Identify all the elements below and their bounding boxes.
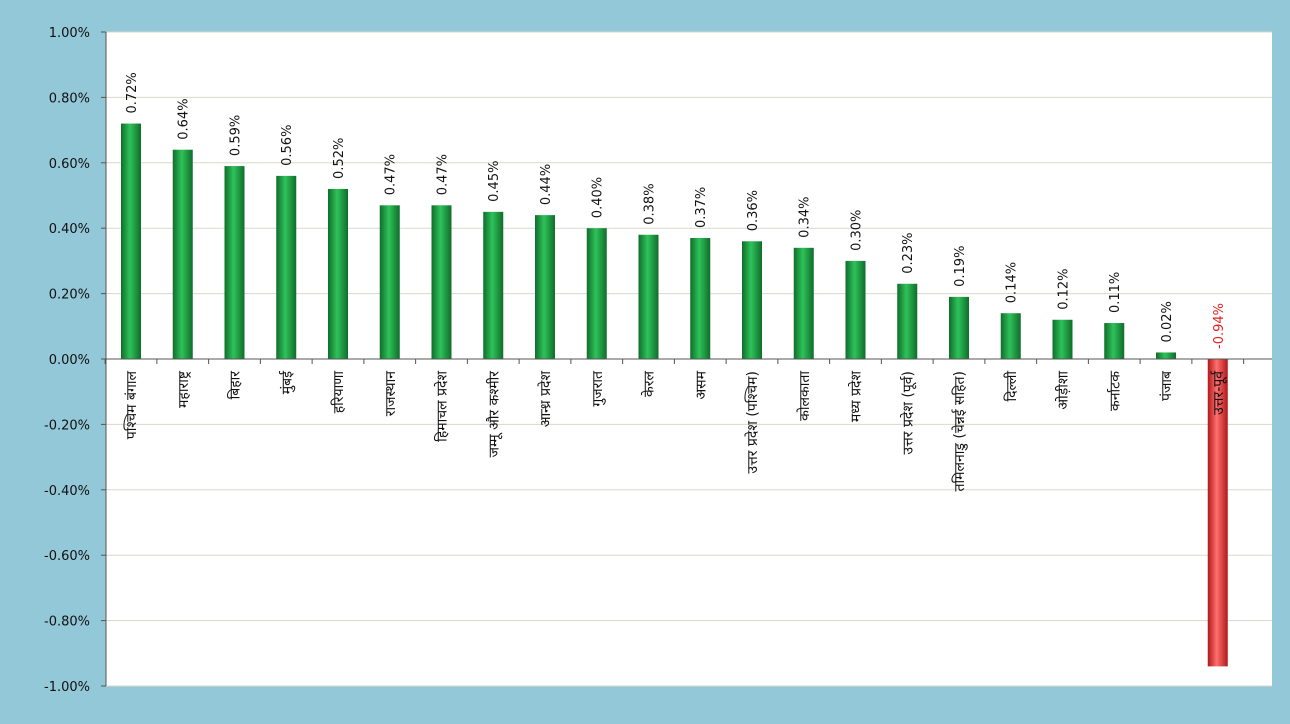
bar bbox=[742, 241, 762, 359]
data-label: 0.30% bbox=[850, 210, 865, 251]
category-label: हिमाचल प्रदेश bbox=[434, 371, 451, 442]
bar-chart: 1.00% 0.80% 0.60% 0.40% 0.20% 0.00% -0.20% -0.4… bbox=[44, 26, 1272, 695]
category-label: हरियाणा bbox=[330, 371, 347, 414]
data-label: 0.72% bbox=[125, 72, 140, 113]
category-label: महाराष्ट्र bbox=[176, 370, 192, 408]
data-label: 0.64% bbox=[177, 98, 192, 139]
y-tick-label: 0.20% bbox=[49, 288, 90, 303]
bar bbox=[1207, 359, 1228, 667]
y-tick-label: 0.40% bbox=[49, 222, 90, 237]
bar bbox=[845, 260, 866, 359]
data-label: 0.14% bbox=[1005, 262, 1020, 303]
bar bbox=[1156, 352, 1176, 359]
data-label: 0.02% bbox=[1160, 301, 1175, 342]
category-label: असम bbox=[693, 370, 709, 399]
bar bbox=[328, 188, 348, 359]
bar bbox=[379, 205, 400, 359]
y-tick-label: 1.00% bbox=[49, 26, 90, 41]
y-axis-ticks: 1.00% 0.80% 0.60% 0.40% 0.20% 0.00% -0.20% -0.4… bbox=[44, 26, 106, 695]
category-label: आन्ध्र प्रदेश bbox=[537, 371, 554, 428]
y-tick-label: -1.00% bbox=[44, 680, 90, 695]
data-label: 0.52% bbox=[332, 138, 347, 179]
y-tick-label: -0.80% bbox=[44, 615, 90, 630]
category-label: ओड़ीशा bbox=[1055, 371, 1072, 410]
bar bbox=[224, 166, 245, 359]
category-label: उत्तर प्रदेश (पूर्व) bbox=[899, 371, 916, 455]
y-tick-label: 0.80% bbox=[49, 91, 90, 106]
data-label: 0.56% bbox=[280, 125, 295, 166]
category-labels: पश्चिम बंगाल महाराष्ट्र बिहार मुंबई हरियाणा र… bbox=[123, 370, 1227, 492]
category-label: बिहार bbox=[227, 371, 244, 400]
bar bbox=[483, 211, 504, 359]
bar bbox=[793, 247, 814, 359]
y-tick-label: 0.00% bbox=[49, 353, 90, 368]
bar bbox=[586, 228, 607, 359]
category-label: राजस्थान bbox=[383, 371, 399, 416]
bar bbox=[1052, 319, 1073, 359]
bar bbox=[897, 283, 918, 359]
data-label: 0.40% bbox=[591, 177, 606, 218]
y-tick-label: -0.20% bbox=[44, 418, 90, 433]
data-label: 0.34% bbox=[798, 197, 813, 238]
bar bbox=[690, 238, 711, 359]
data-label: 0.44% bbox=[539, 164, 554, 205]
category-label: केरल bbox=[641, 371, 658, 397]
category-label: पंजाब bbox=[1159, 370, 1175, 401]
category-label: उत्तर प्रदेश (पश्चिम) bbox=[744, 371, 761, 474]
bar bbox=[431, 205, 452, 359]
data-label: 0.47% bbox=[384, 154, 399, 195]
category-label: पश्चिम बंगाल bbox=[123, 370, 140, 439]
category-label: तमिलनाडु (चेन्नई सहित) bbox=[951, 371, 968, 491]
bars bbox=[121, 123, 1228, 667]
bar bbox=[1104, 323, 1125, 359]
data-label: 0.38% bbox=[643, 183, 658, 224]
data-label: -0.94% bbox=[1212, 303, 1227, 349]
category-label: मुंबई bbox=[278, 370, 295, 394]
bar bbox=[949, 296, 969, 359]
bar bbox=[1000, 313, 1021, 359]
data-label: 0.45% bbox=[487, 161, 502, 202]
data-labels: 0.72% 0.64% 0.59% 0.56% 0.52% 0.47% 0.47% 0.45%… bbox=[125, 72, 1227, 349]
category-label: गुजरात bbox=[590, 370, 606, 407]
gridlines bbox=[106, 31, 1272, 687]
category-label: कोलकाता bbox=[796, 371, 813, 421]
category-label: जम्मू और कश्मीर bbox=[485, 371, 502, 458]
data-label: 0.36% bbox=[746, 190, 761, 231]
category-label: कर्नाटक bbox=[1106, 371, 1123, 411]
y-tick-label: 0.60% bbox=[49, 157, 90, 172]
bar bbox=[276, 175, 297, 359]
y-tick-label: -0.40% bbox=[44, 484, 90, 499]
data-label: 0.11% bbox=[1108, 272, 1123, 313]
data-label: 0.47% bbox=[436, 154, 451, 195]
y-tick-label: -0.60% bbox=[44, 549, 90, 564]
bar bbox=[172, 149, 193, 359]
category-label: उत्तर-पूर्व bbox=[1210, 370, 1227, 415]
data-label: 0.12% bbox=[1057, 268, 1072, 309]
data-label: 0.59% bbox=[229, 115, 244, 156]
axes bbox=[104, 32, 1272, 686]
data-label: 0.23% bbox=[901, 232, 916, 273]
chart-frame: 1.00% 0.80% 0.60% 0.40% 0.20% 0.00% -0.20% -0.4… bbox=[14, 10, 1282, 718]
category-label: दिल्ली bbox=[1003, 371, 1020, 402]
bar bbox=[638, 234, 659, 359]
category-label: मध्य प्रदेश bbox=[848, 371, 865, 423]
bar bbox=[535, 215, 555, 359]
bar bbox=[121, 123, 141, 359]
data-label: 0.37% bbox=[694, 187, 709, 228]
data-label: 0.19% bbox=[953, 246, 968, 287]
